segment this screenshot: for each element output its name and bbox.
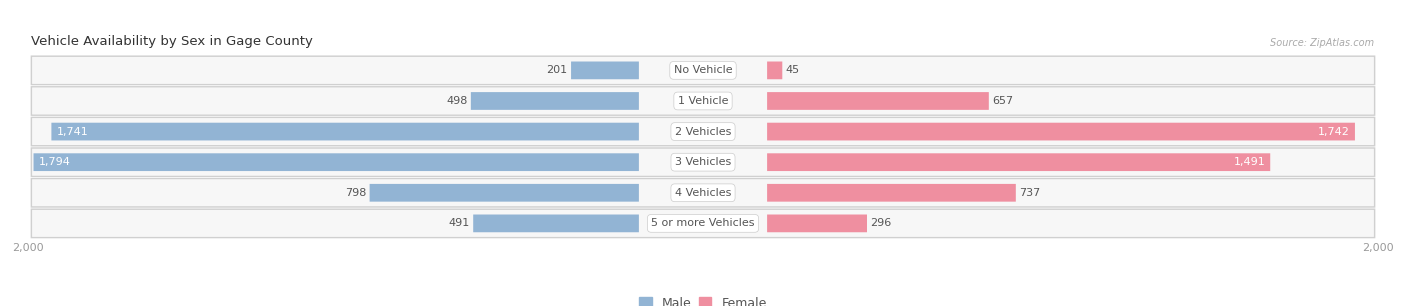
FancyBboxPatch shape — [471, 92, 638, 110]
FancyBboxPatch shape — [31, 148, 1375, 176]
FancyBboxPatch shape — [32, 88, 1374, 114]
FancyBboxPatch shape — [31, 209, 1375, 237]
Text: No Vehicle: No Vehicle — [673, 65, 733, 75]
FancyBboxPatch shape — [474, 215, 638, 232]
Text: 201: 201 — [547, 65, 568, 75]
FancyBboxPatch shape — [768, 184, 1015, 202]
Text: 1,794: 1,794 — [38, 157, 70, 167]
FancyBboxPatch shape — [32, 57, 1374, 84]
FancyBboxPatch shape — [768, 123, 1355, 140]
Text: 1 Vehicle: 1 Vehicle — [678, 96, 728, 106]
Text: Vehicle Availability by Sex in Gage County: Vehicle Availability by Sex in Gage Coun… — [31, 35, 314, 48]
FancyBboxPatch shape — [31, 118, 1375, 146]
Text: 2 Vehicles: 2 Vehicles — [675, 127, 731, 136]
FancyBboxPatch shape — [370, 184, 638, 202]
Text: 798: 798 — [344, 188, 366, 198]
FancyBboxPatch shape — [32, 210, 1374, 237]
Text: 491: 491 — [449, 218, 470, 228]
Text: 4 Vehicles: 4 Vehicles — [675, 188, 731, 198]
FancyBboxPatch shape — [768, 62, 782, 79]
Text: 1,491: 1,491 — [1233, 157, 1265, 167]
FancyBboxPatch shape — [32, 179, 1374, 206]
FancyBboxPatch shape — [52, 123, 638, 140]
FancyBboxPatch shape — [31, 179, 1375, 207]
Text: 1,741: 1,741 — [56, 127, 89, 136]
FancyBboxPatch shape — [34, 153, 638, 171]
FancyBboxPatch shape — [31, 87, 1375, 115]
FancyBboxPatch shape — [768, 153, 1270, 171]
Text: 657: 657 — [993, 96, 1014, 106]
Text: 296: 296 — [870, 218, 891, 228]
FancyBboxPatch shape — [768, 92, 988, 110]
FancyBboxPatch shape — [32, 149, 1374, 176]
Text: 498: 498 — [446, 96, 467, 106]
Text: 45: 45 — [786, 65, 800, 75]
Legend: Male, Female: Male, Female — [640, 297, 766, 306]
Text: Source: ZipAtlas.com: Source: ZipAtlas.com — [1271, 38, 1375, 48]
Text: 5 or more Vehicles: 5 or more Vehicles — [651, 218, 755, 228]
Text: 1,742: 1,742 — [1317, 127, 1350, 136]
FancyBboxPatch shape — [32, 118, 1374, 145]
Text: 3 Vehicles: 3 Vehicles — [675, 157, 731, 167]
Text: 737: 737 — [1019, 188, 1040, 198]
FancyBboxPatch shape — [768, 215, 868, 232]
FancyBboxPatch shape — [571, 62, 638, 79]
FancyBboxPatch shape — [31, 56, 1375, 84]
